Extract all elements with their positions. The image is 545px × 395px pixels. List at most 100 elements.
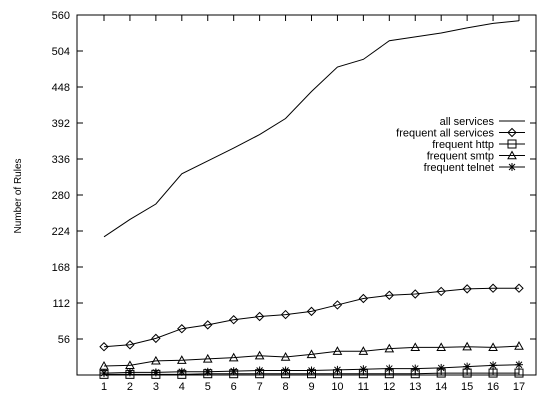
data-point <box>254 311 265 322</box>
data-point <box>515 360 523 369</box>
legend-entry-frequent-all-services: frequent all services <box>396 128 525 140</box>
data-point <box>358 293 369 304</box>
data-point <box>306 306 317 317</box>
data-point <box>229 367 238 376</box>
series-line <box>103 345 520 367</box>
y-tick-label: 336 <box>52 154 70 166</box>
legend-entry-frequent-telnet: frequent telnet <box>424 162 525 174</box>
x-tick-label: 7 <box>257 381 263 393</box>
data-point <box>437 363 446 372</box>
data-point <box>488 283 498 293</box>
legend-label: frequent smtp <box>427 151 494 163</box>
data-point <box>514 368 524 378</box>
data-point <box>176 355 187 364</box>
data-point <box>514 283 524 293</box>
data-point <box>151 368 160 377</box>
series-line <box>103 287 519 348</box>
y-tick-label: 560 <box>52 10 70 22</box>
data-point <box>358 346 369 355</box>
x-tick-label: 10 <box>331 381 343 393</box>
x-tick-label: 1 <box>101 381 107 393</box>
data-point <box>307 366 316 375</box>
legend-entry-all-services: all services <box>440 116 525 128</box>
data-point <box>359 365 368 374</box>
x-tick-label: 11 <box>358 381 369 393</box>
x-tick-label: 12 <box>383 381 395 393</box>
x-tick-label: 2 <box>127 381 133 393</box>
x-tick-label: 8 <box>283 381 289 393</box>
data-point <box>203 367 212 376</box>
data-point <box>333 365 342 374</box>
x-tick-label: 15 <box>461 381 473 393</box>
legend-label: all services <box>440 116 495 128</box>
x-tick-label: 14 <box>435 381 447 393</box>
data-point <box>384 343 395 353</box>
series-all-services <box>103 20 520 238</box>
data-point <box>306 349 317 359</box>
series-frequent-smtp <box>99 341 524 370</box>
data-point <box>489 361 498 370</box>
data-point <box>151 355 161 365</box>
legend-marker <box>508 163 516 171</box>
data-point <box>281 366 290 375</box>
data-point <box>254 350 265 360</box>
x-tick-label: 4 <box>179 381 185 393</box>
x-tick-label: 17 <box>513 381 525 393</box>
legend-entry-frequent-smtp: frequent smtp <box>427 150 525 163</box>
series-layer <box>99 20 524 379</box>
x-axis-ticks: 1 2 3 4 5 6 7 8 9 10 11 12 13 14 15 16 17 <box>101 15 525 393</box>
legend-marker <box>507 150 517 160</box>
series-frequent-telnet <box>100 360 523 378</box>
x-tick-label: 16 <box>487 381 499 393</box>
data-point <box>411 364 420 373</box>
data-point <box>514 341 524 350</box>
data-point <box>255 366 264 375</box>
data-point <box>385 364 394 373</box>
data-point <box>384 290 395 300</box>
data-point <box>125 368 134 377</box>
y-tick-label: 224 <box>52 226 70 238</box>
legend-label: frequent all services <box>396 128 494 140</box>
legend-label: frequent http <box>432 139 494 151</box>
plot-border <box>76 14 537 376</box>
series-line <box>103 20 520 238</box>
y-axis-title: Number of Rules <box>13 158 24 233</box>
data-point <box>332 346 343 355</box>
data-point <box>462 341 472 351</box>
data-point <box>410 342 421 352</box>
data-point <box>462 284 472 294</box>
x-tick-label: 13 <box>409 381 421 393</box>
data-point <box>228 352 239 362</box>
data-point <box>177 324 187 334</box>
data-point <box>436 342 447 352</box>
y-tick-label: 392 <box>52 118 70 130</box>
legend-label: frequent telnet <box>424 162 494 174</box>
data-point <box>463 362 472 371</box>
y-tick-label: 112 <box>52 298 70 310</box>
y-tick-label: 168 <box>52 262 70 274</box>
data-point <box>280 309 291 320</box>
data-point <box>177 367 186 376</box>
plot-frame <box>76 14 537 376</box>
data-point <box>228 315 239 325</box>
legend-marker <box>507 127 517 138</box>
data-point <box>100 369 108 378</box>
legend-entry-frequent-http: frequent http <box>432 139 525 151</box>
x-tick-label: 3 <box>153 381 159 393</box>
x-tick-label: 6 <box>231 381 237 393</box>
data-point <box>202 353 213 363</box>
y-tick-label: 280 <box>52 190 70 202</box>
y-tick-label: 504 <box>52 46 70 58</box>
data-point <box>99 342 109 352</box>
data-point <box>436 286 446 297</box>
data-point <box>151 333 161 344</box>
data-point <box>488 342 498 352</box>
y-axis-ticks: 56 112 168 224 280 336 392 448 504 560 <box>52 10 536 346</box>
data-point <box>125 340 135 350</box>
data-point <box>410 289 420 299</box>
x-tick-label: 5 <box>205 381 211 393</box>
data-point <box>332 300 343 310</box>
y-tick-label: 56 <box>58 334 70 346</box>
